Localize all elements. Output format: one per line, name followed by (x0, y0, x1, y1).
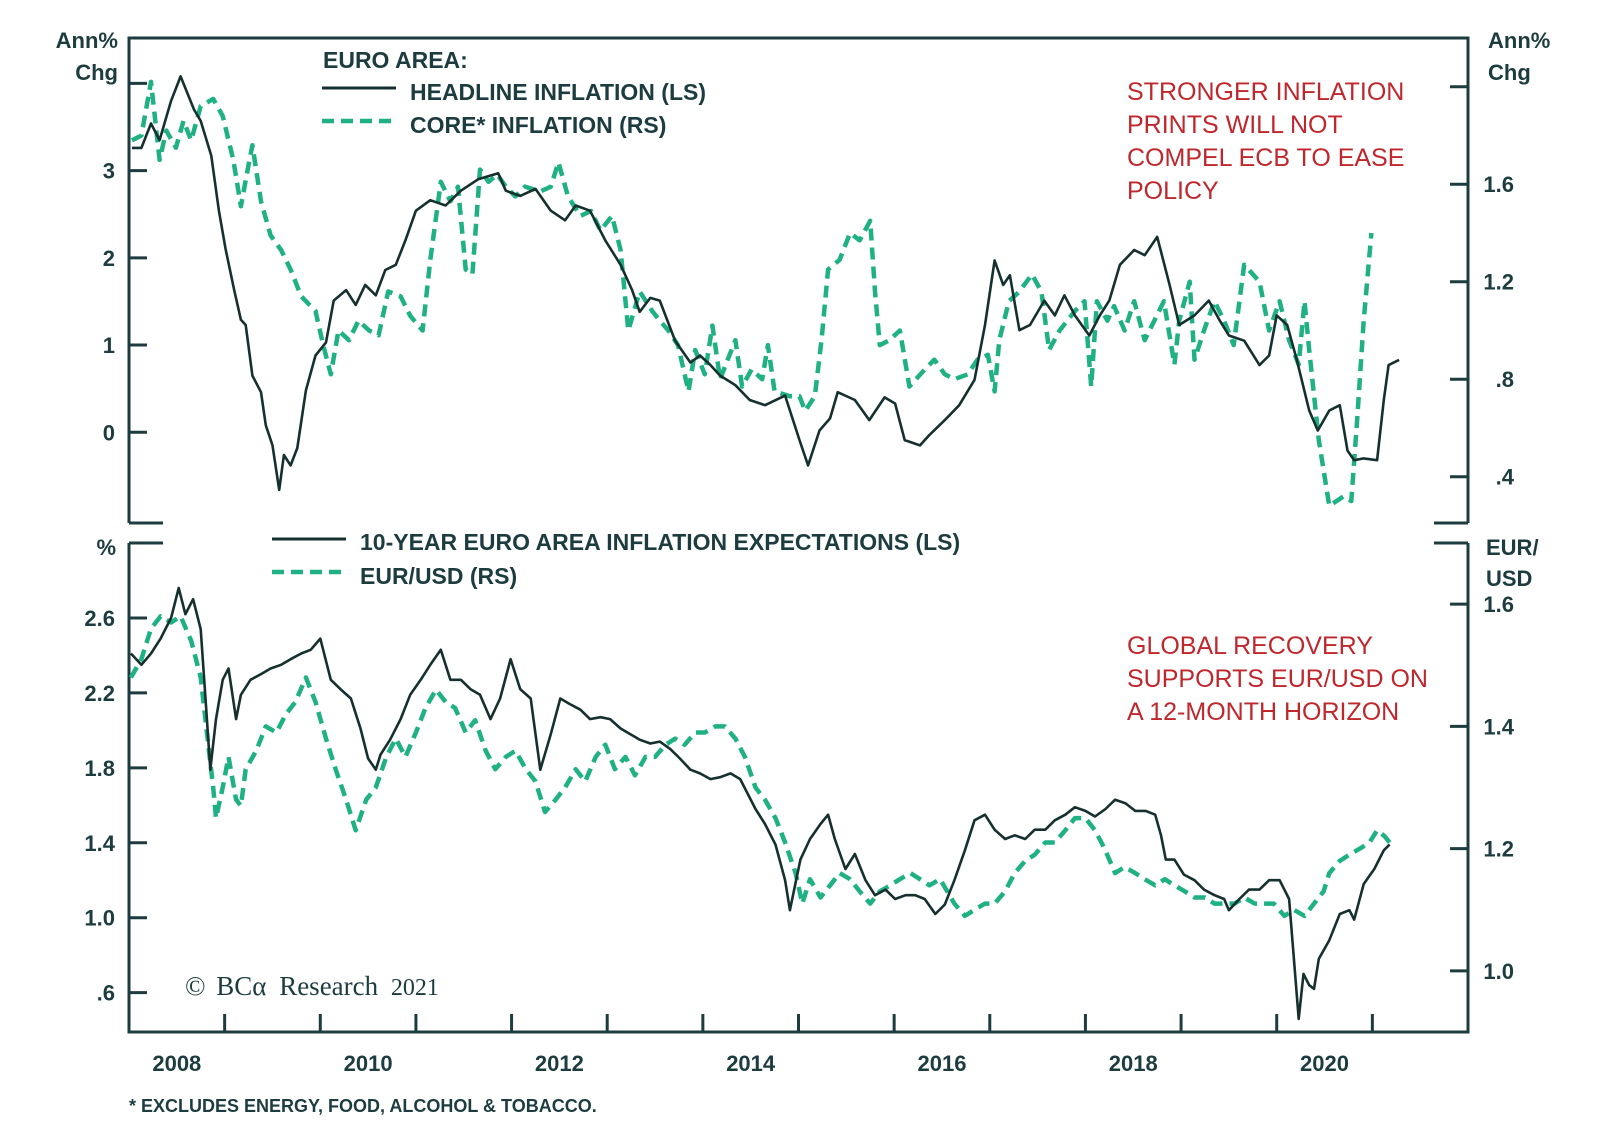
top-annotation: STRONGER INFLATION PRINTS WILL NOT COMPE… (1127, 78, 1404, 205)
bottom-legend: 10-YEAR EURO AREA INFLATION EXPECTATIONS… (272, 529, 960, 589)
bottom-right-axis-tick-label: 1.4 (1483, 714, 1514, 739)
copyright-symbol: © (185, 971, 206, 1001)
bottom-left-axis-tick-label: .6 (97, 981, 115, 1006)
series-inflation-expectations (129, 586, 1391, 1021)
top-left-axis-tick-label: 2 (103, 246, 115, 271)
bottom-right-unit-line2: USD (1486, 566, 1532, 591)
bottom-right-unit-line1: EUR/ (1486, 535, 1539, 560)
bottom-left-axis-tick-label: 1.4 (84, 831, 115, 856)
bottom-left-axis-tick-label: 1.0 (84, 906, 115, 931)
legend-label-expectations: 10-YEAR EURO AREA INFLATION EXPECTATIONS… (360, 529, 960, 555)
bottom-panel-frame (127, 543, 1470, 1034)
legend-label-headline: HEADLINE INFLATION (LS) (410, 79, 706, 105)
top-left-unit-line1: Ann% (56, 28, 118, 53)
top-panel: 3 2 1 0 1.6 1.2 .8 .4 Ann% Chg Ann% Chg EURO A… (56, 28, 1550, 525)
top-left-axis-tick-label: 1 (103, 333, 115, 358)
bottom-panel: 2.62.21.81.41.0.6 1.61.41.21.0 2008 2010 2… (84, 529, 1538, 1076)
bottom-left-unit: % (96, 535, 116, 560)
copyright: © BCα Research 2021 (185, 971, 439, 1001)
series-core-inflation (130, 79, 1374, 509)
copyright-name: Research (279, 971, 378, 1001)
top-left-axis-tick-label: 0 (103, 420, 115, 445)
x-axis-tick-label: 2008 (152, 1051, 201, 1076)
x-axis-tick-label: 2012 (535, 1051, 584, 1076)
top-annotation-line2: PRINTS WILL NOT (1127, 111, 1343, 139)
footnote: * EXCLUDES ENERGY, FOOD, ALCOHOL & TOBAC… (129, 1096, 597, 1116)
top-legend: EURO AREA: HEADLINE INFLATION (LS) CORE*… (322, 47, 706, 138)
bottom-left-axis: 2.6 2.2 1.8 1.4 1.0 .6 (84, 606, 147, 1006)
top-annotation-line3: COMPEL ECB TO EASE (1127, 144, 1404, 172)
top-right-unit-line2: Chg (1488, 60, 1531, 85)
top-left-unit-line2: Chg (75, 60, 118, 85)
top-right-axis-tick-label: 1.6 (1483, 172, 1514, 197)
top-left-axis-tick-label: 3 (103, 159, 115, 184)
top-annotation-line4: POLICY (1127, 177, 1219, 205)
top-legend-title: EURO AREA: (323, 47, 468, 73)
copyright-brand: BCα (216, 971, 266, 1001)
top-right-unit-line1: Ann% (1488, 28, 1550, 53)
top-right-axis-tick-label: .4 (1496, 465, 1515, 490)
x-axis-tick-label: 2010 (344, 1051, 393, 1076)
bottom-left-axis-tick-label: 2.6 (84, 606, 115, 631)
top-right-axis-tick-label: 1.2 (1483, 270, 1514, 295)
bottom-left-axis-tick-label: 1.8 (84, 756, 115, 781)
bottom-annotation-line2: SUPPORTS EUR/USD ON (1127, 665, 1428, 693)
legend-label-eurusd: EUR/USD (RS) (360, 563, 517, 589)
top-right-axis: 1.6 1.2 .8 .4 (1450, 85, 1515, 490)
bottom-annotation: GLOBAL RECOVERY SUPPORTS EUR/USD ON A 12… (1127, 632, 1428, 726)
top-annotation-line1: STRONGER INFLATION (1127, 78, 1404, 106)
bottom-right-axis-tick-label: 1.0 (1483, 959, 1514, 984)
series-headline-inflation (131, 75, 1400, 492)
bottom-right-axis-tick-label: 1.6 (1483, 592, 1514, 617)
series-eur-usd (128, 614, 1392, 919)
legend-label-core: CORE* INFLATION (RS) (410, 112, 666, 138)
top-left-axis: 3 2 1 0 (103, 81, 147, 445)
x-axis-tick-label: 2020 (1300, 1051, 1349, 1076)
bottom-annotation-line3: A 12-MONTH HORIZON (1127, 698, 1399, 726)
bottom-annotation-line1: GLOBAL RECOVERY (1127, 632, 1373, 660)
copyright-text: © BCα Research 2021 (185, 971, 439, 1001)
x-axis: 2008 2010 2012 2014 2016 2018 2020 (152, 1014, 1374, 1076)
bottom-right-axis: 1.6 1.4 1.2 1.0 (1450, 592, 1515, 984)
x-axis-tick-label: 2016 (917, 1051, 966, 1076)
bottom-left-axis-tick-label: 2.2 (84, 681, 115, 706)
x-axis-tick-label: 2018 (1109, 1051, 1158, 1076)
bottom-right-axis-tick-label: 1.2 (1483, 837, 1514, 862)
top-right-axis-tick-label: .8 (1496, 367, 1514, 392)
copyright-year: 2021 (391, 975, 439, 1001)
x-axis-tick-label: 2014 (726, 1051, 776, 1076)
